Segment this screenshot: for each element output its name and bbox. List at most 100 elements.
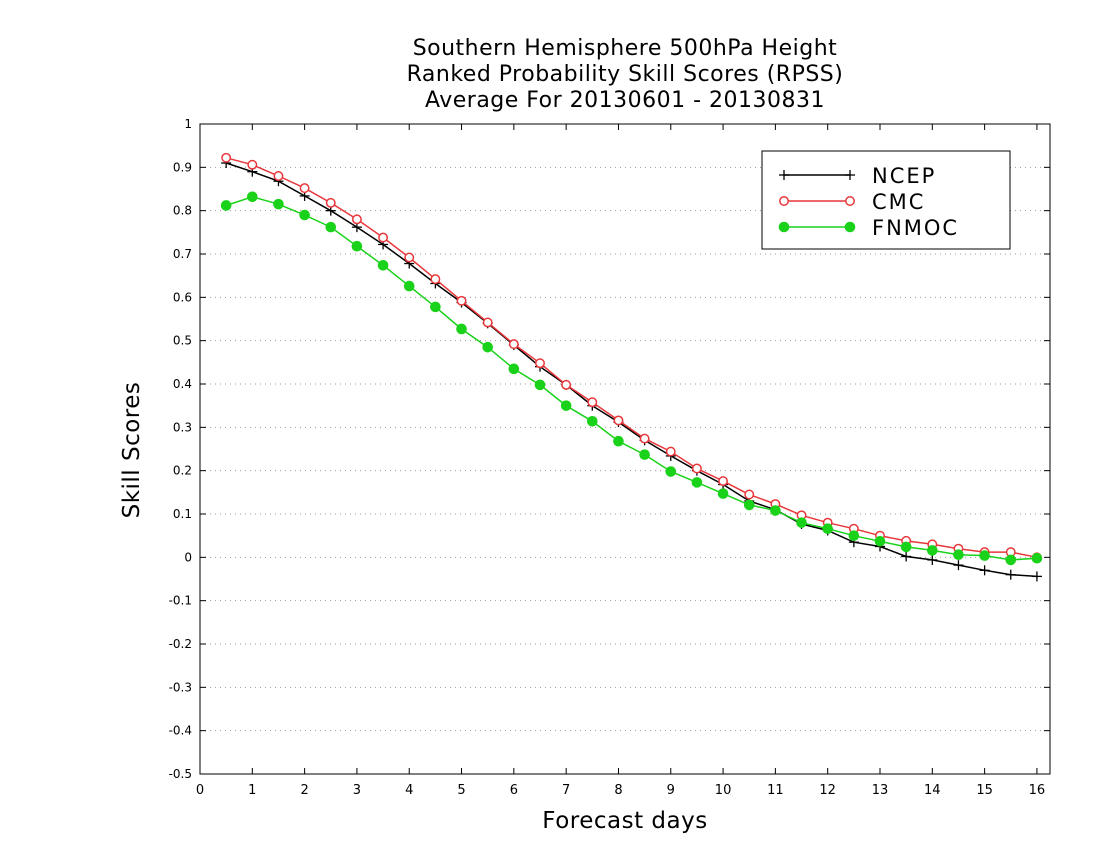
x-tick-label: 13 — [872, 783, 889, 798]
point-cmc — [508, 339, 519, 350]
chart-title-line-1: Southern Hemisphere 500hPa Height — [412, 36, 838, 61]
y-tick-label: 0.9 — [173, 160, 192, 174]
point-fnmoc — [351, 240, 363, 252]
point-fnmoc — [927, 545, 938, 556]
x-tick-label: 12 — [819, 783, 836, 798]
point-cmc — [430, 274, 441, 285]
point-fnmoc — [430, 301, 441, 313]
y-tick-label: 0.2 — [173, 464, 192, 478]
point-fnmoc — [848, 530, 860, 541]
y-tick-label: 0.8 — [173, 204, 192, 218]
point-fnmoc — [1005, 554, 1017, 566]
point-fnmoc — [796, 517, 807, 528]
legend-marker-end-cmc — [845, 196, 855, 206]
point-fnmoc — [639, 449, 650, 460]
y-tick-label: 0.1 — [173, 507, 192, 521]
point-ncep — [901, 551, 912, 562]
legend-box — [761, 150, 1011, 250]
x-tick-label: 16 — [1029, 783, 1046, 798]
x-tick-label: 7 — [562, 783, 570, 798]
y-tick-label: 0.7 — [173, 247, 192, 261]
x-tick-label: 8 — [614, 783, 622, 798]
y-tick-label: 0.3 — [173, 420, 192, 434]
point-fnmoc — [717, 488, 729, 499]
y-tick-label: -0.4 — [169, 724, 192, 738]
point-fnmoc — [613, 435, 624, 447]
series-fnmoc — [220, 191, 1043, 566]
point-fnmoc — [822, 523, 833, 535]
legend-marker-end-ncep — [845, 170, 855, 180]
grid-lines — [200, 166, 1050, 732]
point-cmc — [744, 489, 755, 500]
y-tick-label: -0.3 — [169, 680, 192, 694]
axis-ticks: -0.5 -0.4 -0.3 -0.2 -0.1 0 0.1 0.2 0.3 0.4 0.5 0.6 0… — [169, 117, 1050, 798]
x-tick-label: 3 — [353, 783, 361, 798]
point-fnmoc — [299, 209, 310, 221]
point-ncep — [927, 554, 938, 565]
point-fnmoc — [691, 477, 703, 488]
point-ncep — [953, 560, 964, 571]
legend-label-ncep: NCEP — [872, 164, 936, 188]
point-cmc — [482, 317, 493, 328]
x-tick-label: 15 — [976, 783, 993, 798]
x-tick-label: 10 — [715, 783, 732, 798]
series-line-ncep — [225, 162, 1037, 578]
point-fnmoc — [482, 341, 493, 353]
point-cmc — [718, 476, 729, 487]
point-ncep — [1005, 569, 1016, 580]
point-fnmoc — [403, 280, 415, 292]
point-fnmoc — [325, 221, 337, 233]
x-tick-label: 0 — [196, 783, 204, 798]
legend-label-cmc: CMC — [872, 190, 925, 214]
x-tick-label: 4 — [405, 783, 413, 798]
x-tick-label: 6 — [510, 783, 518, 798]
y-tick-label: 0.5 — [173, 334, 192, 348]
point-fnmoc — [1031, 552, 1043, 564]
point-fnmoc — [560, 400, 572, 411]
legend-marker-start-ncep — [779, 170, 789, 180]
point-fnmoc — [587, 415, 598, 427]
y-tick-label: -0.2 — [169, 637, 192, 651]
chart-title-line-3: Average For 20130601 - 20130831 — [424, 88, 826, 113]
legend-marker-end-fnmoc — [844, 221, 856, 233]
point-cmc — [613, 415, 624, 426]
point-fnmoc — [665, 466, 677, 477]
x-tick-label: 11 — [767, 783, 784, 798]
legend-marker-start-cmc — [779, 196, 789, 206]
legend-item-fnmoc: FNMOC — [778, 216, 957, 240]
x-tick-label: 5 — [457, 783, 465, 798]
point-cmc — [378, 232, 389, 243]
point-fnmoc — [377, 259, 389, 271]
legend-item-ncep: NCEP — [779, 164, 936, 188]
plot-frame — [199, 123, 1051, 775]
point-cmc — [456, 295, 467, 306]
y-tick-label: -0.5 — [169, 767, 192, 781]
y-axis-title: Skill Scores — [119, 381, 145, 519]
point-cmc — [325, 197, 336, 208]
point-fnmoc — [900, 541, 912, 553]
y-tick-label: 0.4 — [173, 377, 192, 391]
x-tick-label: 2 — [300, 783, 308, 798]
point-fnmoc — [534, 379, 546, 391]
point-cmc — [351, 214, 362, 225]
y-tick-label: 0.6 — [173, 290, 192, 304]
point-fnmoc — [874, 536, 886, 547]
legend-marker-start-fnmoc — [778, 221, 790, 233]
series-line-fnmoc — [225, 196, 1037, 561]
point-ncep — [979, 565, 990, 576]
legend-item-cmc: CMC — [779, 190, 925, 214]
point-cmc — [221, 152, 232, 163]
point-cmc — [587, 397, 598, 408]
series-lines — [220, 152, 1043, 582]
point-cmc — [665, 446, 676, 457]
y-tick-label: 0 — [184, 550, 192, 564]
point-fnmoc — [456, 323, 467, 335]
point-cmc — [247, 159, 258, 170]
x-tick-label: 9 — [667, 783, 675, 798]
point-fnmoc — [743, 499, 755, 511]
x-axis-title: Forecast days — [542, 808, 708, 834]
point-cmc — [404, 252, 415, 263]
